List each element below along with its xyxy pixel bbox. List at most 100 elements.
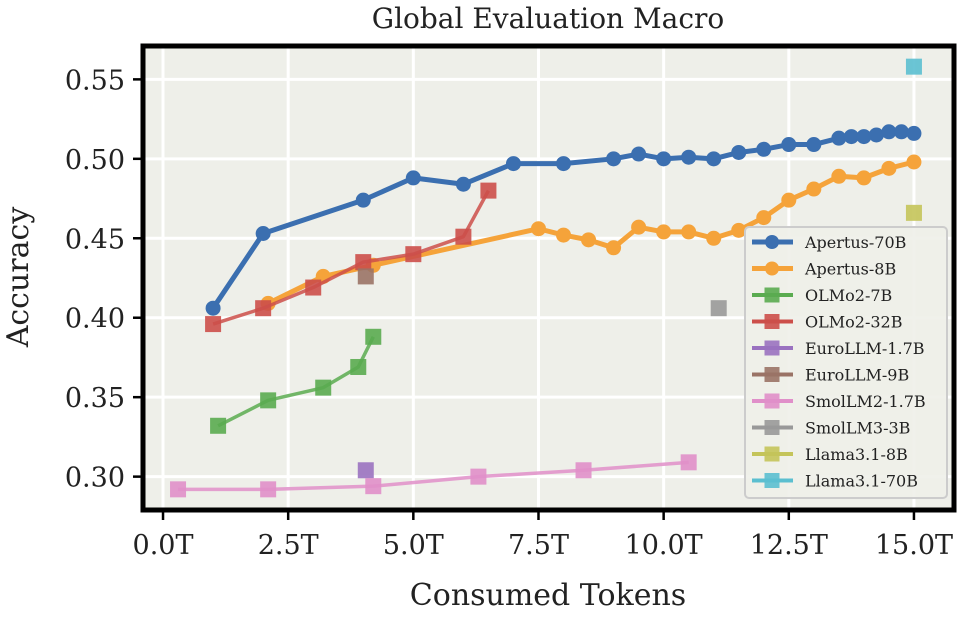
legend-marker-eurollm-1-7b: [764, 340, 780, 356]
legend-label-llama3-1-8b: Llama3.1-8B: [805, 445, 908, 464]
data-point-eurollm-1-7b: [357, 462, 374, 479]
legend-label-olmo2-7b: OLMo2-7B: [805, 286, 892, 305]
x-tick-label: 12.5T: [750, 530, 828, 561]
data-point-apertus-70b: [255, 226, 271, 242]
y-tick-label: 0.50: [65, 145, 125, 176]
legend-marker-llama3-1-70b: [764, 473, 780, 488]
data-point-apertus-70b: [806, 137, 822, 153]
data-point-olmo2-32b: [355, 254, 372, 271]
series-llama3-1-70b: [905, 58, 922, 75]
legend-label-apertus-70b: Apertus-70B: [804, 233, 906, 252]
data-point-apertus-8b: [731, 222, 747, 238]
data-point-olmo2-32b: [405, 246, 422, 263]
data-point-apertus-70b: [205, 300, 221, 316]
series-llama3-1-8b: [905, 204, 922, 221]
legend-label-apertus-8b: Apertus-8B: [804, 260, 896, 279]
data-point-apertus-70b: [631, 146, 647, 162]
data-point-smollm2-1-7b: [680, 454, 697, 471]
data-point-olmo2-7b: [365, 328, 382, 345]
data-point-apertus-70b: [455, 176, 471, 192]
data-point-apertus-70b: [731, 144, 747, 160]
data-point-apertus-8b: [806, 181, 822, 197]
y-tick-label: 0.35: [65, 383, 125, 414]
x-tick-label: 15.0T: [875, 530, 953, 561]
data-point-apertus-8b: [881, 160, 897, 176]
data-point-apertus-8b: [831, 168, 847, 184]
data-point-olmo2-7b: [210, 417, 227, 434]
series-smollm3-3b: [710, 300, 727, 317]
data-point-apertus-70b: [781, 137, 797, 153]
legend-marker-apertus-8b: [765, 261, 779, 276]
data-point-apertus-8b: [631, 219, 647, 235]
data-point-apertus-8b: [706, 230, 722, 246]
legend-label-llama3-1-70b: Llama3.1-70B: [805, 472, 918, 491]
data-point-olmo2-32b: [455, 228, 472, 245]
data-point-apertus-70b: [505, 156, 521, 172]
data-point-llama3-1-8b: [905, 204, 922, 221]
data-point-apertus-70b: [856, 129, 872, 145]
x-tick-label: 5.0T: [383, 530, 444, 561]
legend-marker-smollm2-1-7b: [764, 393, 780, 409]
x-tick-label: 2.5T: [258, 530, 319, 561]
legend-marker-smollm3-3b: [764, 420, 780, 435]
legend-marker-llama3-1-8b: [764, 446, 780, 462]
data-point-apertus-8b: [581, 232, 597, 248]
data-point-apertus-70b: [893, 124, 909, 140]
ticks: 0.0T 2.5T 5.0T 7.5T 10.0T 12.5T 15.0T 0.30 0.35 0…: [65, 65, 953, 561]
data-point-apertus-70b: [706, 151, 722, 167]
data-point-apertus-70b: [906, 125, 922, 141]
y-tick-label: 0.45: [65, 224, 125, 255]
legend-label-eurollm-9b: EuroLLM-9B: [805, 366, 909, 385]
data-point-apertus-70b: [843, 129, 859, 145]
legend: Apertus-70B Apertus-8B OLMo2-7B OLMo2-32B Eu…: [744, 226, 948, 499]
data-point-apertus-70b: [355, 192, 371, 208]
data-point-olmo2-32b: [480, 182, 497, 199]
legend-marker-apertus-70b: [765, 235, 779, 249]
data-point-apertus-8b: [856, 170, 872, 186]
series-olmo2-7b: [210, 328, 382, 434]
data-point-apertus-8b: [681, 224, 697, 240]
data-point-smollm2-1-7b: [170, 481, 187, 498]
x-tick-label: 10.0T: [625, 530, 703, 561]
series-eurollm-1-7b: [357, 462, 374, 479]
chart-title: Global Evaluation Macro: [372, 2, 725, 35]
series-olmo2-32b: [205, 182, 497, 333]
data-point-smollm3-3b: [710, 300, 727, 317]
legend-marker-olmo2-7b: [764, 287, 780, 303]
data-point-smollm2-1-7b: [260, 481, 277, 498]
data-point-apertus-70b: [831, 130, 847, 146]
data-point-olmo2-7b: [350, 358, 367, 375]
legend-label-olmo2-32b: OLMo2-32B: [805, 313, 902, 332]
legend-label-eurollm-1-7b: EuroLLM-1.7B: [805, 339, 925, 358]
data-point-eurollm-9b: [357, 268, 374, 285]
x-tick-label: 0.0T: [133, 530, 194, 561]
data-point-apertus-8b: [781, 192, 797, 208]
series-eurollm-9b: [357, 268, 374, 285]
data-point-apertus-8b: [756, 210, 772, 226]
series-apertus-8b: [260, 154, 922, 311]
data-point-apertus-70b: [868, 127, 884, 143]
data-point-apertus-70b: [756, 141, 772, 157]
data-point-apertus-8b: [656, 224, 672, 240]
data-point-apertus-70b: [681, 149, 697, 165]
data-point-apertus-70b: [881, 124, 897, 140]
data-point-apertus-70b: [656, 151, 672, 167]
series-line-smollm2-1-7b: [178, 460, 689, 492]
legend-marker-eurollm-9b: [764, 367, 780, 382]
data-point-apertus-8b: [606, 240, 622, 256]
data-point-olmo2-7b: [315, 379, 332, 396]
data-point-olmo2-32b: [255, 300, 272, 317]
legend-box: [744, 226, 948, 499]
data-point-apertus-70b: [556, 156, 572, 172]
data-point-apertus-8b: [556, 227, 572, 243]
data-point-apertus-70b: [606, 151, 622, 167]
series-smollm2-1-7b: [170, 454, 697, 498]
y-tick-label: 0.40: [65, 304, 125, 335]
x-tick-label: 7.5T: [508, 530, 569, 561]
y-tick-label: 0.55: [65, 65, 125, 96]
data-point-llama3-1-70b: [905, 58, 922, 75]
data-point-apertus-70b: [405, 170, 421, 186]
data-point-olmo2-32b: [305, 279, 322, 296]
data-point-smollm2-1-7b: [365, 478, 382, 495]
